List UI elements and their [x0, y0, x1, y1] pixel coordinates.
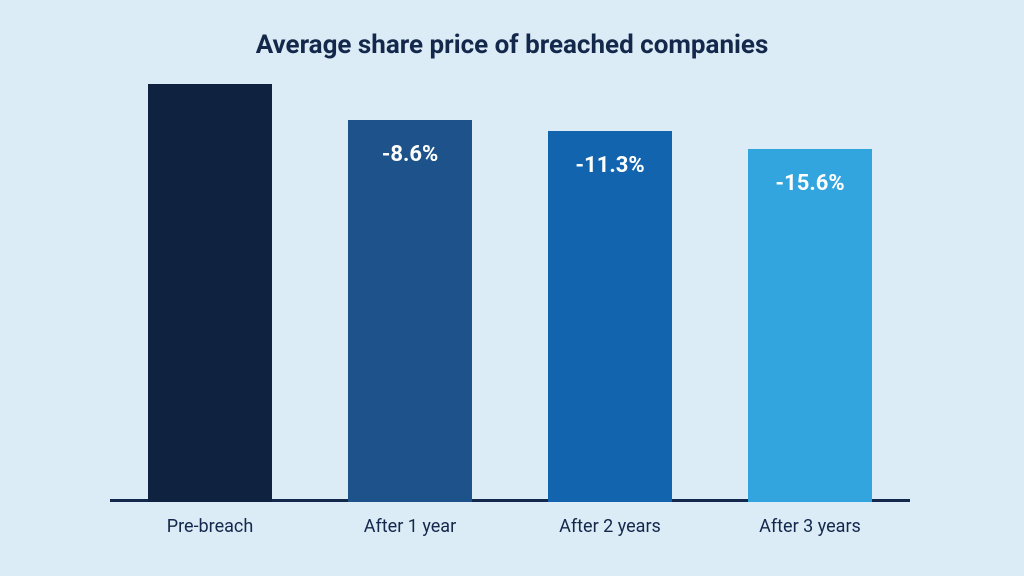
bar-value-label: -8.6%: [348, 142, 472, 167]
x-axis-label: After 2 years: [510, 516, 710, 537]
x-axis-label: After 1 year: [310, 516, 510, 537]
bar-value-label: -11.3%: [548, 153, 672, 178]
bar-value-label: -15.6%: [748, 171, 872, 196]
x-axis-label: Pre-breach: [110, 516, 310, 537]
bar: [148, 84, 272, 502]
bar: -8.6%: [348, 120, 472, 502]
x-axis-label: After 3 years: [710, 516, 910, 537]
plot-area: -8.6% -11.3% -15.6%: [110, 84, 910, 502]
bar: -11.3%: [548, 131, 672, 502]
chart-canvas: Average share price of breached companie…: [0, 0, 1024, 576]
bar: -15.6%: [748, 149, 872, 502]
chart-title: Average share price of breached companie…: [0, 30, 1024, 60]
